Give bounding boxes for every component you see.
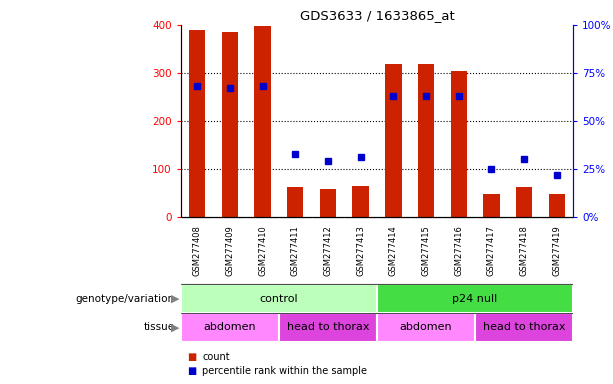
Bar <box>385 65 402 217</box>
Bar <box>181 313 279 342</box>
Bar <box>377 313 475 342</box>
Text: GSM277417: GSM277417 <box>487 225 496 276</box>
Text: GSM277418: GSM277418 <box>520 225 528 276</box>
Text: GSM277415: GSM277415 <box>422 225 430 276</box>
Text: percentile rank within the sample: percentile rank within the sample <box>202 366 367 376</box>
Text: GSM277419: GSM277419 <box>552 225 562 276</box>
Bar <box>222 32 238 217</box>
Bar <box>352 186 369 217</box>
Text: count: count <box>202 352 230 362</box>
Text: GSM277413: GSM277413 <box>356 225 365 276</box>
Bar <box>549 194 565 217</box>
Bar <box>516 187 532 217</box>
Text: tissue: tissue <box>143 322 175 333</box>
Bar <box>475 313 573 342</box>
Bar <box>320 189 336 217</box>
Text: ▶: ▶ <box>171 322 180 333</box>
Bar <box>279 313 377 342</box>
Text: GSM277408: GSM277408 <box>192 225 202 276</box>
Text: ■: ■ <box>187 352 196 362</box>
Text: ▶: ▶ <box>171 293 180 304</box>
Text: GSM277409: GSM277409 <box>226 225 234 276</box>
Text: genotype/variation: genotype/variation <box>75 293 175 304</box>
Text: GSM277412: GSM277412 <box>324 225 332 276</box>
Text: GSM277410: GSM277410 <box>258 225 267 276</box>
Text: head to thorax: head to thorax <box>287 322 369 333</box>
Text: control: control <box>259 293 299 304</box>
Bar <box>483 194 500 217</box>
Bar <box>377 284 573 313</box>
Bar <box>287 187 303 217</box>
Title: GDS3633 / 1633865_at: GDS3633 / 1633865_at <box>300 9 454 22</box>
Text: GSM277414: GSM277414 <box>389 225 398 276</box>
Bar <box>451 71 467 217</box>
Text: abdomen: abdomen <box>204 322 256 333</box>
Bar <box>181 284 377 313</box>
Text: head to thorax: head to thorax <box>483 322 565 333</box>
Bar <box>418 65 434 217</box>
Text: GSM277411: GSM277411 <box>291 225 300 276</box>
Text: GSM277416: GSM277416 <box>454 225 463 276</box>
Text: ■: ■ <box>187 366 196 376</box>
Text: abdomen: abdomen <box>400 322 452 333</box>
Bar <box>254 26 271 217</box>
Text: p24 null: p24 null <box>452 293 498 304</box>
Bar <box>189 30 205 217</box>
